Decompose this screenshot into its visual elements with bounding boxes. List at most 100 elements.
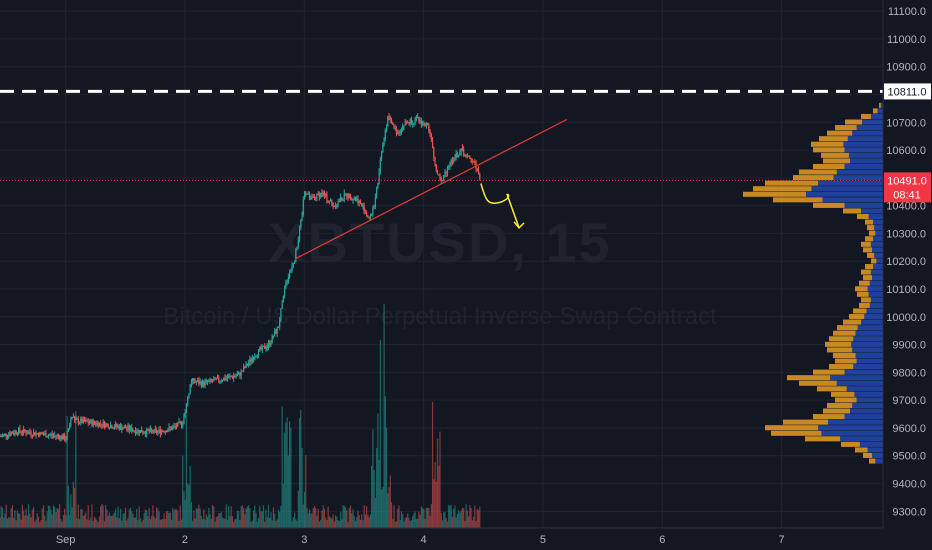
candle-body [82, 418, 84, 423]
trendline[interactable] [295, 118, 568, 259]
candle-body [148, 430, 150, 432]
volume-bar [41, 508, 43, 528]
candle-body [134, 430, 137, 434]
candle-body [412, 123, 414, 125]
volume-bar [426, 507, 429, 528]
candle-body [114, 423, 117, 428]
volume-bar [83, 514, 86, 528]
candle-body [100, 422, 102, 425]
candle-body [287, 277, 289, 281]
profile-bar-blue [818, 180, 883, 186]
candle-body [119, 425, 122, 430]
candle-body [477, 168, 480, 174]
candle-body [291, 264, 293, 271]
volume-bar [245, 508, 247, 528]
candle-body [463, 149, 465, 155]
candle-body [403, 125, 405, 127]
volume-bar [88, 520, 91, 528]
time-axis[interactable] [0, 528, 883, 550]
candle-body [275, 331, 277, 334]
candle-body [419, 120, 421, 122]
candle-body [285, 282, 287, 289]
profile-bar-orange [857, 213, 869, 220]
volume-bar [247, 505, 250, 528]
candle-body [302, 199, 304, 216]
candle-body [444, 172, 446, 176]
volume-bar [377, 413, 379, 528]
candle-body [88, 422, 91, 424]
volume-bar [81, 509, 83, 528]
candle-body [332, 202, 334, 206]
volume-bar [315, 508, 317, 528]
volume-bar [446, 521, 449, 528]
volume-bar [333, 521, 335, 528]
candle-body [18, 428, 20, 434]
profile-bar-orange [821, 152, 849, 158]
price-axis[interactable] [883, 0, 932, 550]
candle-body [123, 426, 125, 429]
profile-bar-blue [843, 141, 883, 147]
candle-body [233, 376, 235, 379]
profile-bar-blue [828, 419, 883, 425]
candle-body [249, 359, 251, 363]
candle-body [200, 381, 202, 387]
candle-body [264, 345, 266, 349]
candle-body [383, 138, 385, 145]
volume-bar [472, 516, 475, 528]
volume-bar [154, 518, 156, 528]
volume-bar [52, 505, 55, 528]
candle-body [192, 378, 194, 382]
candle-body [87, 421, 89, 424]
volume-bar [449, 506, 451, 528]
candle-body [281, 301, 283, 309]
volume-bar [206, 516, 209, 528]
profile-bar-orange [825, 341, 852, 347]
volume-bar [382, 487, 384, 528]
volume-bar [275, 520, 277, 528]
candle-body [163, 431, 165, 433]
last-price-label: 10491.0 [887, 175, 927, 187]
candle-body [106, 423, 108, 425]
candle-body [259, 347, 261, 350]
candle-body [69, 424, 71, 429]
volume-bar [429, 515, 431, 528]
volume-bar [97, 521, 99, 528]
candle-body [224, 377, 226, 380]
candle-body [458, 154, 460, 157]
volume-bar [438, 465, 440, 528]
candle-body [216, 377, 219, 379]
candle-body [108, 427, 110, 429]
volume-bar [75, 411, 77, 528]
candle-body [439, 174, 441, 179]
profile-bar-orange [855, 286, 868, 292]
candle-body [289, 272, 291, 278]
volume-bar [296, 520, 298, 528]
candle-body [414, 118, 416, 124]
volume-bar [214, 521, 216, 528]
profile-bar-orange [765, 425, 819, 431]
candle-body [368, 217, 370, 219]
profile-bar-blue [846, 386, 883, 392]
candle-body [334, 206, 337, 208]
volume-bar [85, 512, 87, 528]
candle-body [398, 132, 400, 134]
volume-bar [298, 418, 301, 528]
candle-body [301, 215, 303, 221]
candle-body [139, 430, 142, 434]
volume-bar [6, 518, 9, 528]
profile-bar-blue [850, 158, 883, 164]
volume-bar [385, 427, 388, 528]
candle-body [446, 167, 449, 174]
projection-arrow[interactable] [480, 183, 520, 229]
volume-bar [402, 513, 404, 528]
candle-body [235, 375, 237, 377]
candle-body [277, 326, 280, 328]
profile-bar-blue [850, 408, 883, 414]
volume-bar [49, 505, 51, 528]
profile-bar-blue [872, 247, 883, 253]
candle-body [438, 174, 440, 176]
volume-bar [5, 504, 7, 528]
volume-bar [172, 507, 174, 528]
candle-body [132, 430, 134, 432]
